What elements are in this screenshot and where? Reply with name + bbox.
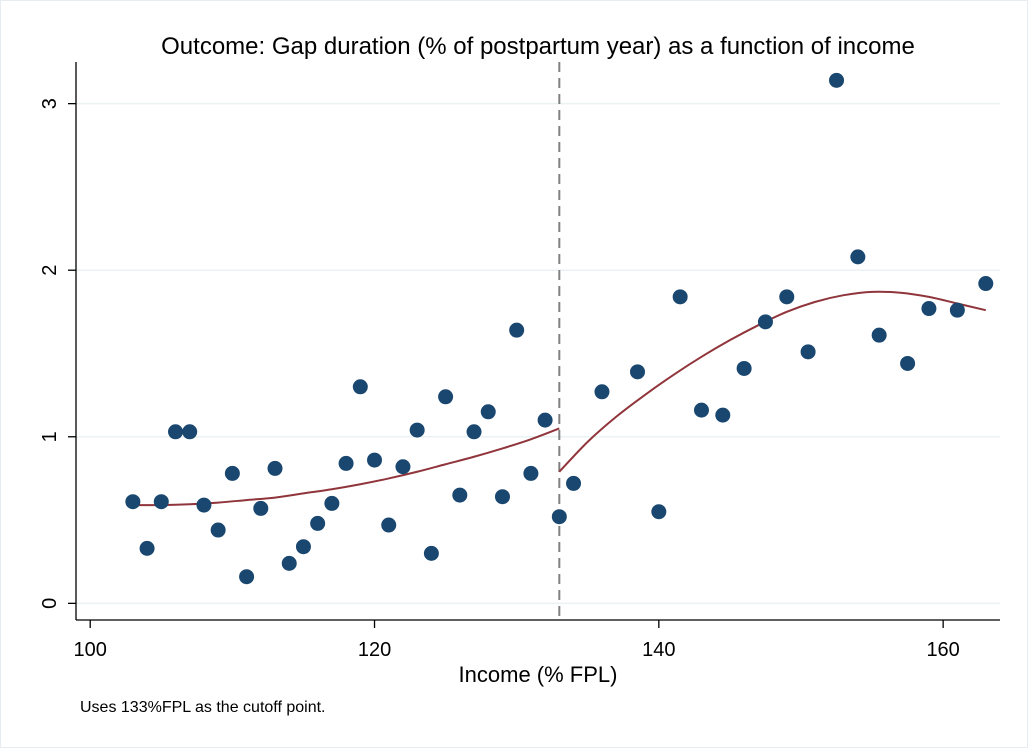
x-tick-label: 120: [358, 639, 391, 661]
data-point-42: [829, 72, 845, 88]
data-point-17: [367, 452, 383, 468]
data-point-47: [949, 302, 965, 318]
data-point-14: [324, 495, 340, 511]
data-point-29: [537, 412, 553, 428]
data-point-12: [295, 539, 311, 555]
data-point-3: [168, 424, 184, 440]
chart-note: Uses 133%FPL as the cutoff point.: [80, 699, 325, 716]
data-point-9: [253, 500, 269, 516]
data-point-8: [239, 569, 255, 585]
data-point-11: [281, 555, 297, 571]
data-point-44: [871, 327, 887, 343]
data-point-30: [551, 509, 567, 525]
data-point-28: [523, 465, 539, 481]
y-tick-label: 0: [39, 598, 61, 609]
y-tick-label: 2: [39, 265, 61, 276]
y-ticks: 0 1 2 3: [39, 98, 76, 609]
x-axis-label: Income (% FPL): [459, 662, 618, 687]
y-tick-label: 3: [39, 98, 61, 109]
data-point-22: [438, 389, 454, 405]
data-point-34: [651, 504, 667, 520]
data-point-25: [480, 404, 496, 420]
data-point-20: [409, 422, 425, 438]
data-points: [125, 72, 994, 585]
data-point-4: [182, 424, 198, 440]
data-point-45: [900, 355, 916, 371]
data-point-39: [757, 314, 773, 330]
y-tick-label: 1: [39, 431, 61, 442]
data-point-40: [779, 289, 795, 305]
data-point-2: [153, 494, 169, 510]
chart-title: Outcome: Gap duration (% of postpartum y…: [161, 33, 915, 60]
data-point-23: [452, 487, 468, 503]
data-point-26: [494, 489, 510, 505]
data-point-21: [423, 545, 439, 561]
data-point-48: [978, 276, 994, 292]
data-point-41: [800, 344, 816, 360]
x-tick-label: 140: [642, 639, 675, 661]
axes: [75, 62, 1000, 621]
data-point-24: [466, 424, 482, 440]
data-point-27: [509, 322, 525, 338]
data-point-13: [310, 515, 326, 531]
data-point-16: [352, 379, 368, 395]
data-point-7: [224, 465, 240, 481]
data-point-32: [594, 384, 610, 400]
fit-curve-right: [558, 290, 987, 473]
data-point-37: [715, 407, 731, 423]
data-point-46: [921, 301, 937, 317]
data-point-38: [736, 360, 752, 376]
x-ticks: 100 120 140 160: [74, 620, 960, 661]
data-point-18: [381, 517, 397, 533]
data-point-10: [267, 460, 283, 476]
data-point-1: [139, 540, 155, 556]
data-point-31: [566, 475, 582, 491]
data-point-36: [693, 402, 709, 418]
data-point-15: [338, 455, 354, 471]
data-point-35: [672, 289, 688, 305]
data-point-43: [850, 249, 866, 265]
data-point-5: [196, 497, 212, 513]
data-point-19: [395, 459, 411, 475]
data-point-33: [630, 364, 646, 380]
x-tick-label: 100: [74, 639, 107, 661]
x-tick-label: 160: [926, 639, 959, 661]
data-point-0: [125, 494, 141, 510]
data-point-6: [210, 522, 226, 538]
